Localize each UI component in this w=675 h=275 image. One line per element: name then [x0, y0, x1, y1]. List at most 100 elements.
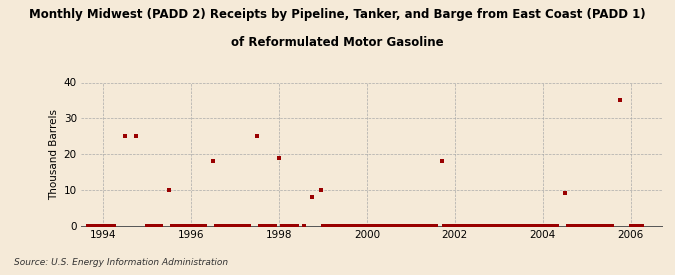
Point [267, 223, 277, 228]
Point [83, 223, 94, 228]
Point [427, 223, 438, 228]
Point [142, 223, 153, 228]
Point [284, 223, 295, 228]
Point [493, 223, 504, 228]
Point [479, 223, 489, 228]
Point [483, 223, 493, 228]
Point [387, 223, 398, 228]
Point [167, 223, 178, 228]
Point [336, 223, 347, 228]
Point [182, 223, 193, 228]
Point [519, 223, 530, 228]
Point [373, 223, 383, 228]
Point [541, 223, 551, 228]
Point [86, 223, 97, 228]
Point [226, 223, 237, 228]
Point [545, 223, 556, 228]
Y-axis label: Thousand Barrels: Thousand Barrels [49, 109, 59, 199]
Point [574, 223, 585, 228]
Point [512, 223, 522, 228]
Text: Source: U.S. Energy Information Administration: Source: U.S. Energy Information Administ… [14, 258, 227, 267]
Point [526, 223, 537, 228]
Point [189, 223, 200, 228]
Point [332, 223, 343, 228]
Point [508, 223, 518, 228]
Point [219, 223, 230, 228]
Point [270, 223, 281, 228]
Point [563, 223, 574, 228]
Point [600, 223, 611, 228]
Point [380, 223, 391, 228]
Point [317, 223, 328, 228]
Point [552, 223, 563, 228]
Point [625, 223, 636, 228]
Point [446, 223, 457, 228]
Point [361, 223, 372, 228]
Point [596, 223, 607, 228]
Point [215, 223, 226, 228]
Point [186, 223, 196, 228]
Point [292, 223, 303, 228]
Point [589, 223, 599, 228]
Point [487, 223, 497, 228]
Point [460, 223, 471, 228]
Point [288, 223, 299, 228]
Point [578, 223, 589, 228]
Point [252, 134, 263, 138]
Point [149, 223, 160, 228]
Point [523, 223, 534, 228]
Point [406, 223, 416, 228]
Point [593, 223, 603, 228]
Point [325, 223, 335, 228]
Text: of Reformulated Motor Gasoline: of Reformulated Motor Gasoline [231, 36, 444, 49]
Point [531, 223, 541, 228]
Point [431, 223, 441, 228]
Point [207, 159, 218, 163]
Point [436, 159, 447, 163]
Point [145, 223, 156, 228]
Point [347, 223, 358, 228]
Point [409, 223, 420, 228]
Point [240, 223, 251, 228]
Point [233, 223, 244, 228]
Point [340, 223, 350, 228]
Point [453, 223, 464, 228]
Point [376, 223, 387, 228]
Point [196, 223, 207, 228]
Point [632, 223, 643, 228]
Point [504, 223, 515, 228]
Point [365, 223, 376, 228]
Point [468, 223, 479, 228]
Point [607, 223, 618, 228]
Point [175, 223, 186, 228]
Point [497, 223, 508, 228]
Point [350, 223, 361, 228]
Point [603, 223, 614, 228]
Point [420, 223, 431, 228]
Point [560, 191, 570, 196]
Point [255, 223, 266, 228]
Point [277, 223, 288, 228]
Point [119, 134, 130, 138]
Point [391, 223, 402, 228]
Point [358, 223, 369, 228]
Point [464, 223, 475, 228]
Point [259, 223, 270, 228]
Point [315, 188, 326, 192]
Point [273, 155, 284, 160]
Point [211, 223, 222, 228]
Point [98, 223, 109, 228]
Point [105, 223, 116, 228]
Point [424, 223, 435, 228]
Point [534, 223, 545, 228]
Point [637, 223, 647, 228]
Point [614, 98, 625, 103]
Point [281, 223, 292, 228]
Point [200, 223, 211, 228]
Point [439, 223, 450, 228]
Point [501, 223, 512, 228]
Point [585, 223, 595, 228]
Point [244, 223, 255, 228]
Point [537, 223, 548, 228]
Point [450, 223, 460, 228]
